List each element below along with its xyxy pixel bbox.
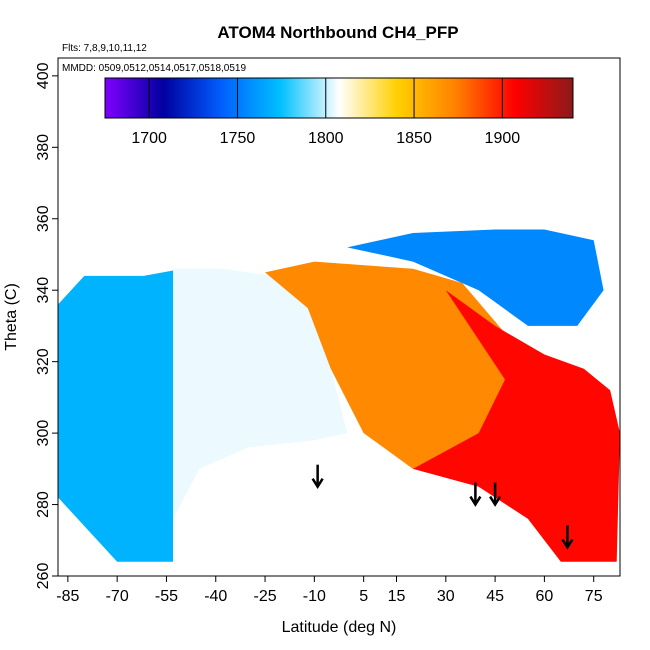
region-tropical — [173, 268, 348, 519]
dates-annotation: MMDD: 0509,0512,0514,0517,0518,0519 — [62, 63, 246, 74]
y-tick-label: 360 — [35, 205, 52, 232]
flights-annotation: Flts: 7,8,9,10,11,12 — [62, 43, 147, 54]
arrow-markers — [311, 464, 574, 550]
arrow-head — [489, 495, 502, 507]
x-tick-label: -25 — [253, 588, 276, 605]
x-tick-label: -55 — [155, 588, 178, 605]
y-tick-label: 300 — [35, 420, 52, 447]
x-tick-label: -10 — [303, 588, 326, 605]
heatmap-field — [58, 229, 620, 562]
y-axis-label: Theta (C) — [3, 283, 20, 351]
colorbar-tick-label: 1700 — [131, 130, 167, 147]
colorbar-tick-label: 1850 — [396, 130, 432, 147]
y-tick-label: 380 — [35, 134, 52, 161]
x-tick-label: -40 — [204, 588, 227, 605]
x-tick-label: -85 — [56, 588, 79, 605]
x-tick-label: 30 — [437, 588, 455, 605]
y-axis: 260 280 300 320 340 360 380 400 — [35, 62, 58, 589]
arrow-head — [561, 538, 574, 550]
y-tick-label: 260 — [35, 563, 52, 590]
colorbar-ticks: 1700 1750 1800 1850 1900 — [131, 78, 520, 147]
x-tick-label: 45 — [486, 588, 504, 605]
colorbar-tick-label: 1900 — [485, 130, 521, 147]
region-upper_north — [347, 229, 604, 326]
chart-title: ATOM4 Northbound CH4_PFP — [217, 23, 458, 42]
y-tick-label: 280 — [35, 491, 52, 518]
arrow-head — [469, 495, 482, 507]
region-northern — [412, 290, 620, 562]
x-tick-label: 75 — [585, 588, 603, 605]
colorbar — [104, 77, 574, 119]
x-tick-label: -70 — [106, 588, 129, 605]
x-tick-label: 15 — [388, 588, 406, 605]
y-tick-label: 320 — [35, 348, 52, 375]
x-tick-label: 60 — [536, 588, 554, 605]
colorbar-tick-label: 1750 — [220, 130, 256, 147]
plot-frame — [57, 57, 621, 577]
colorbar-tick-label: 1800 — [308, 130, 344, 147]
x-axis: -85 -70 -55 -40 -25 -10 5 15 30 45 60 75 — [56, 576, 603, 605]
arrow-head — [311, 478, 324, 490]
x-axis-label: Latitude (deg N) — [282, 619, 397, 636]
y-tick-label: 400 — [35, 62, 52, 89]
y-tick-label: 340 — [35, 277, 52, 304]
x-tick-label: 5 — [359, 588, 368, 605]
